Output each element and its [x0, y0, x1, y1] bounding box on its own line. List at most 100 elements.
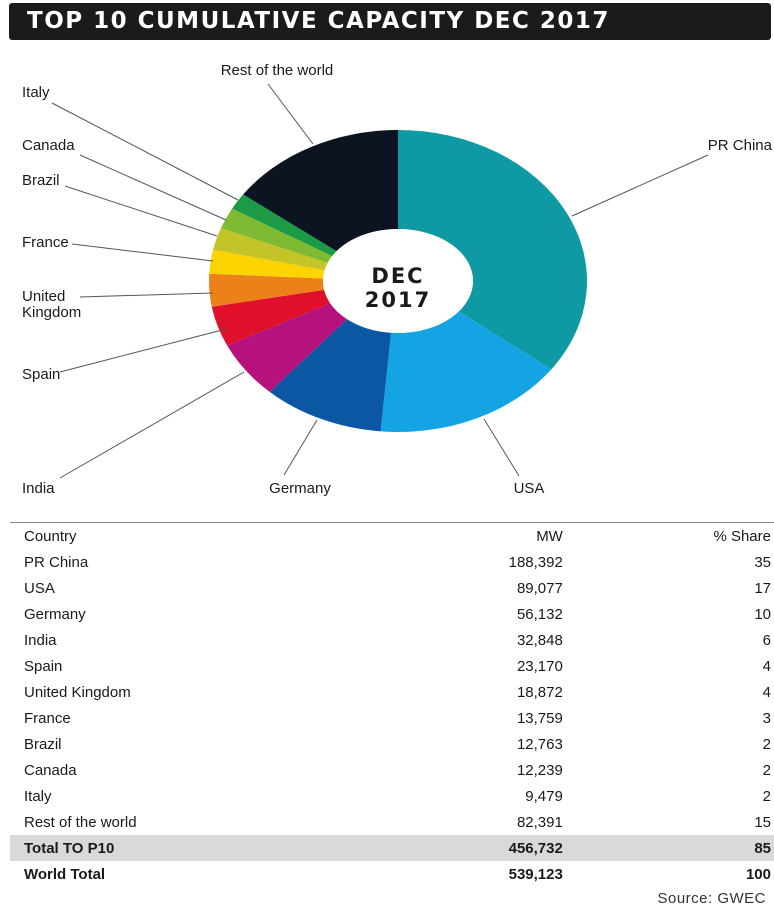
cell-mw: 539,123	[508, 865, 563, 883]
slice-united-kingdom	[209, 273, 325, 307]
cell-mw: 456,732	[508, 839, 563, 857]
cell-share: 2	[762, 735, 771, 753]
slice-spain	[211, 289, 331, 346]
leader-lines	[51, 83, 709, 479]
cell-country: United Kingdom	[24, 683, 131, 701]
cell-mw: 23,170	[516, 657, 563, 675]
cell-share: 6	[762, 631, 771, 649]
leader-line	[71, 243, 214, 262]
slice-label: Italy	[22, 84, 50, 101]
table-row: Canada 12,239 2	[10, 757, 774, 783]
cell-share: 4	[762, 683, 771, 701]
donut-hole	[323, 229, 473, 333]
slice-label: Canada	[22, 137, 75, 154]
cell-country: PR China	[24, 553, 89, 571]
cell-country: Germany	[24, 605, 86, 623]
table-row: PR China 188,392 35	[10, 549, 774, 575]
cell-mw: 12,239	[516, 761, 563, 779]
cell-mw: 82,391	[516, 813, 563, 831]
leader-line	[64, 185, 218, 237]
cell-country: Canada	[24, 761, 77, 779]
slice-pr-china	[398, 130, 587, 370]
slice-label: Spain	[22, 366, 60, 383]
table-row: United Kingdom 18,872 4	[10, 679, 774, 705]
donut-slices	[209, 130, 587, 432]
leader-line	[51, 102, 239, 201]
slice-italy	[232, 194, 337, 257]
slice-brazil	[213, 228, 328, 271]
cell-share: 3	[762, 709, 771, 727]
cell-country: India	[24, 631, 57, 649]
header-mw: MW	[368, 522, 566, 549]
header-share: % Share	[565, 522, 774, 549]
slice-germany	[269, 319, 392, 432]
cell-share: 100	[745, 865, 771, 883]
table-row: Brazil 12,763 2	[10, 731, 774, 757]
cell-mw: 9,479	[525, 787, 563, 805]
center-label-month: DEC	[371, 264, 424, 288]
slice-labels: PR China USA Germany India Spain United Kingdo…	[22, 62, 773, 497]
cell-mw: 13,759	[516, 709, 563, 727]
cell-country: World Total	[24, 865, 106, 883]
header-country: Country	[10, 522, 369, 549]
slice-rest-of-the-world	[243, 130, 398, 252]
world-total-row: World Total 539,123 100	[10, 861, 774, 887]
leader-line	[283, 419, 318, 476]
leader-line	[483, 418, 520, 477]
cell-country: USA	[24, 579, 55, 597]
cell-share: 35	[754, 553, 771, 571]
leader-line	[59, 328, 227, 373]
cell-share: 4	[762, 657, 771, 675]
table-row: France 13,759 3	[10, 705, 774, 731]
slice-label: France	[22, 234, 69, 251]
chart-title: TOP 10 CUMULATIVE CAPACITY DEC 2017	[27, 8, 610, 34]
leader-line	[79, 292, 214, 298]
cell-share: 2	[762, 787, 771, 805]
table-row: USA 89,077 17	[10, 575, 774, 601]
slice-label: Rest of the world	[221, 62, 334, 79]
slice-india	[227, 303, 348, 392]
cell-country: Italy	[24, 787, 52, 805]
leader-line	[79, 154, 227, 221]
slice-label: United Kingdom	[22, 288, 81, 321]
cell-mw: 188,392	[508, 553, 563, 571]
cell-mw: 12,763	[516, 735, 563, 753]
table-row: Rest of the world 82,391 15	[10, 809, 774, 835]
slice-france	[209, 249, 325, 279]
cell-country: France	[24, 709, 71, 727]
slice-canada	[220, 208, 333, 263]
cell-share: 85	[754, 839, 771, 857]
table-row: Italy 9,479 2	[10, 783, 774, 809]
cell-mw: 89,077	[516, 579, 563, 597]
cell-share: 10	[754, 605, 771, 623]
cell-country: Rest of the world	[24, 813, 137, 831]
slice-label: PR China	[708, 137, 773, 154]
cell-country: Brazil	[24, 735, 62, 753]
cell-country: Spain	[24, 657, 63, 675]
leader-line	[267, 83, 314, 145]
total-row: Total TO P10 456,732 85	[10, 835, 774, 861]
donut-chart: PR China USA Germany India Spain United Kingdo…	[22, 62, 773, 497]
title-bar: TOP 10 CUMULATIVE CAPACITY DEC 2017	[9, 3, 771, 40]
table-header-row: Country MW % Share	[10, 522, 774, 549]
table-row: Spain 23,170 4	[10, 653, 774, 679]
leader-line	[571, 154, 709, 217]
cell-country: Total TO P10	[24, 839, 115, 857]
cell-mw: 32,848	[516, 631, 563, 649]
table-row: Germany 56,132 10	[10, 601, 774, 627]
slice-label: Germany	[269, 480, 331, 497]
slice-label: India	[22, 480, 55, 497]
cell-share: 2	[762, 761, 771, 779]
cell-mw: 56,132	[516, 605, 563, 623]
slice-usa	[380, 311, 552, 432]
source-note: Source: GWEC	[657, 890, 766, 907]
cell-share: 15	[754, 813, 771, 831]
cell-mw: 18,872	[516, 683, 563, 701]
center-label-year: 2017	[365, 288, 431, 312]
leader-line	[59, 371, 245, 479]
capacity-table: Country MW % Share PR China 188,392 35 USA 8…	[10, 522, 774, 887]
slice-label: Brazil	[22, 172, 60, 189]
cell-share: 17	[754, 579, 771, 597]
table-row: India 32,848 6	[10, 627, 774, 653]
table-body: PR China 188,392 35 USA 89,077 17 Germany 56,13…	[10, 549, 774, 887]
